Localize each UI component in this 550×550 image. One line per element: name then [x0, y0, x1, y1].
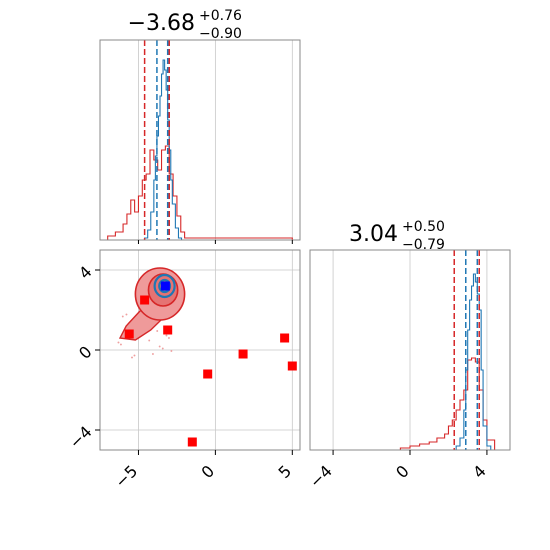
h0-red-hist	[100, 145, 300, 240]
s2-grid	[100, 250, 300, 450]
truth-marker	[160, 281, 170, 291]
sample-point	[125, 313, 128, 316]
blue-contour-inner	[158, 278, 172, 294]
sample-point	[170, 350, 173, 352]
red-marker	[163, 325, 173, 335]
sample-point	[120, 343, 122, 346]
h0-blue-hist	[144, 59, 183, 240]
red-marker	[287, 361, 297, 371]
x-tick-label: −4	[306, 461, 336, 491]
title-minus: −0.79	[402, 237, 445, 253]
title-plus: +0.50	[402, 219, 445, 235]
red-marker	[203, 369, 213, 379]
hist-0-frame	[99, 39, 301, 241]
red-marker	[124, 329, 134, 339]
sample-point	[161, 347, 164, 350]
title-minus: −0.90	[199, 26, 242, 42]
sample-point	[168, 337, 170, 339]
sample-point	[131, 356, 133, 359]
y-tick-label: −4	[66, 422, 96, 452]
h0-grid	[138, 40, 293, 240]
blue-contour-outer	[153, 273, 176, 299]
y-tick-label: 0	[75, 342, 96, 363]
sample-point	[117, 341, 120, 344]
y-tick-label: 4	[75, 262, 96, 283]
x-tick-label: 4	[469, 461, 490, 482]
red-marker	[187, 437, 197, 447]
sample-point	[165, 334, 168, 337]
h1-grid	[332, 250, 488, 450]
x-tick-label: 5	[274, 461, 295, 482]
title-plus: +0.76	[199, 8, 242, 24]
red-marker	[280, 333, 290, 343]
sample-point	[133, 354, 136, 357]
x-tick-label: −5	[111, 461, 141, 491]
title-value: −3.68	[128, 11, 195, 36]
red-marker	[238, 349, 248, 359]
sample-point	[158, 345, 161, 348]
title-value: 3.04	[349, 222, 398, 247]
sample-point	[121, 315, 124, 318]
red-marker	[140, 295, 150, 305]
sample-point	[152, 353, 154, 355]
sample-point	[148, 339, 151, 342]
x-tick-label: 0	[392, 461, 413, 482]
x-tick-label: 0	[198, 461, 219, 482]
sample-point	[156, 330, 159, 332]
scatter-2d-layer	[117, 267, 297, 447]
h1-red-hist	[399, 357, 496, 450]
h1-blue-hist	[455, 273, 492, 450]
